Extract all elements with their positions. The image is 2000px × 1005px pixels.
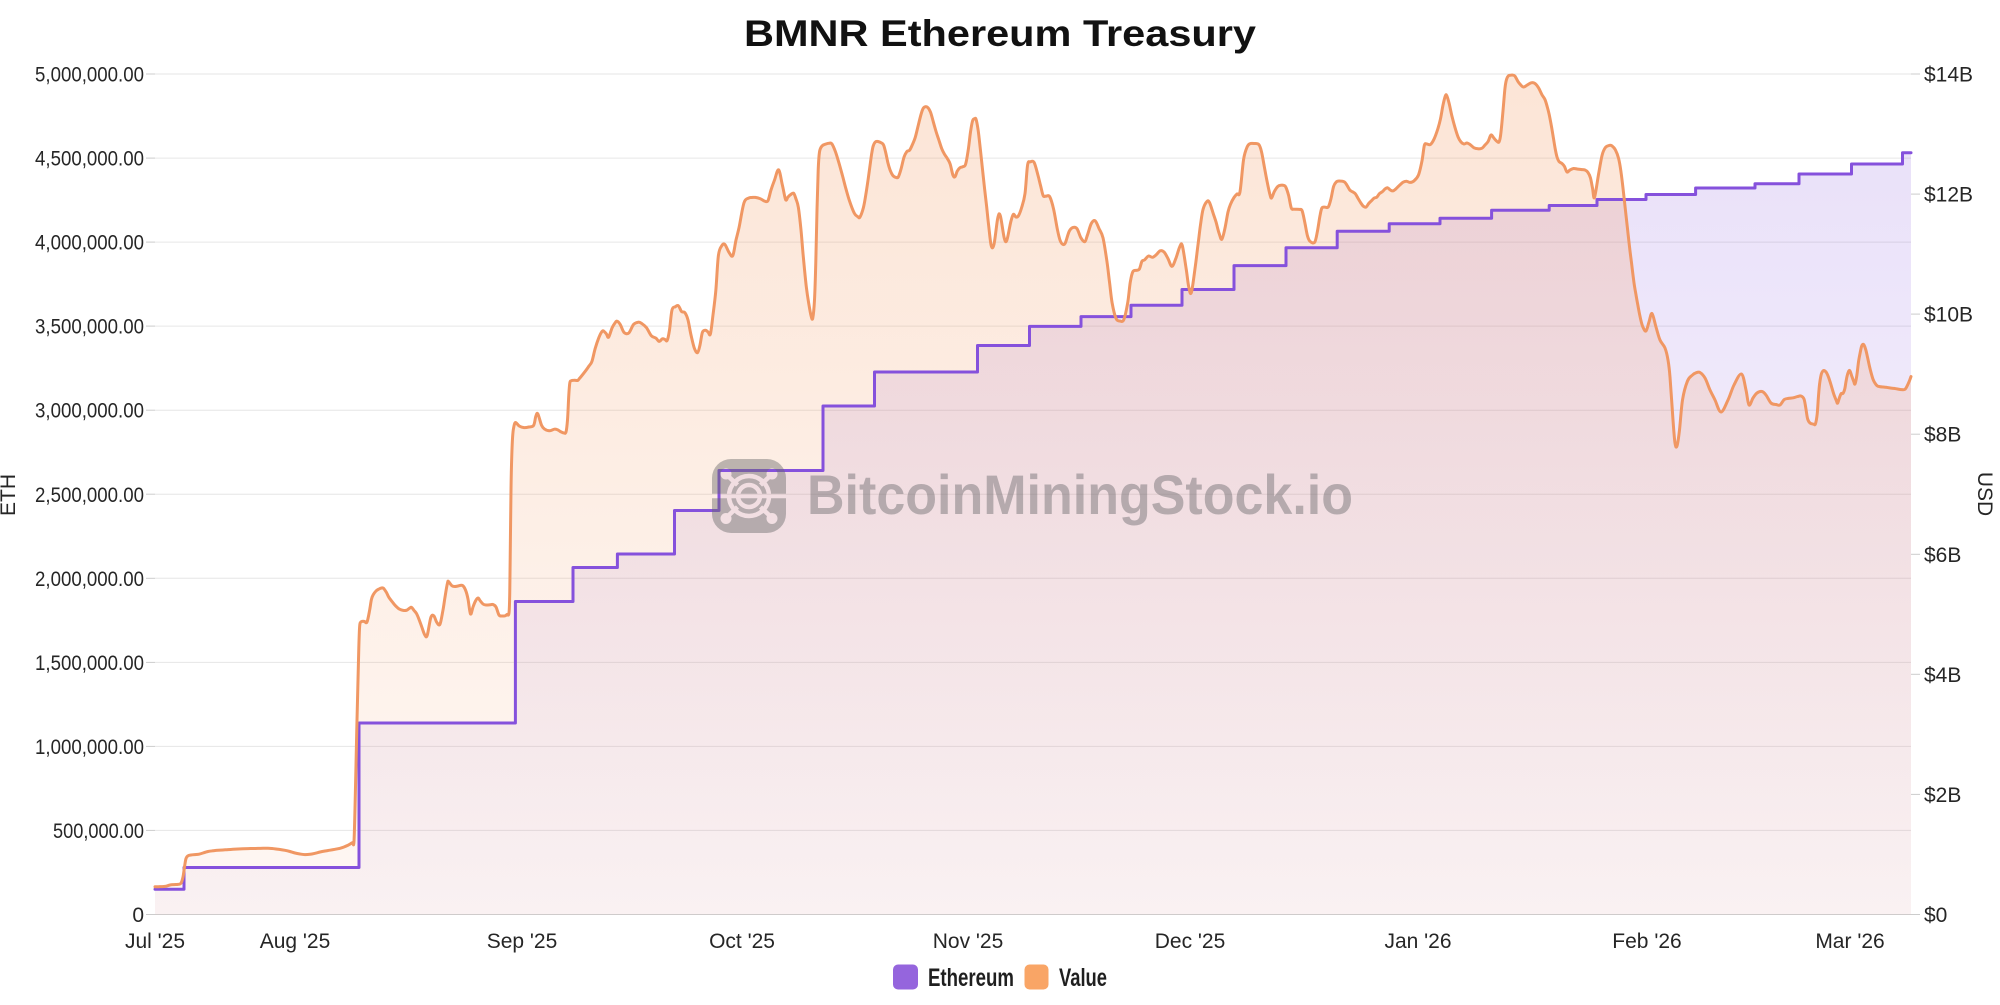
- svg-text:$6B: $6B: [1924, 544, 1961, 567]
- svg-text:$4B: $4B: [1924, 664, 1961, 687]
- svg-text:0: 0: [132, 904, 144, 927]
- svg-text:Jan '26: Jan '26: [1384, 930, 1451, 953]
- svg-text:2,000,000.00: 2,000,000.00: [35, 568, 144, 591]
- svg-text:Ethereum: Ethereum: [928, 964, 1014, 992]
- svg-text:$12B: $12B: [1924, 184, 1973, 207]
- svg-text:Feb '26: Feb '26: [1612, 930, 1681, 953]
- svg-text:USD: USD: [1973, 472, 1996, 516]
- svg-text:$14B: $14B: [1924, 64, 1973, 87]
- svg-text:Value: Value: [1059, 964, 1107, 992]
- svg-text:Oct '25: Oct '25: [709, 930, 775, 953]
- svg-text:Mar '26: Mar '26: [1815, 930, 1884, 953]
- svg-text:$10B: $10B: [1924, 304, 1973, 327]
- svg-text:Sep '25: Sep '25: [487, 930, 558, 953]
- svg-text:Aug '25: Aug '25: [260, 930, 331, 953]
- svg-text:5,000,000.00: 5,000,000.00: [35, 64, 144, 87]
- svg-text:1,500,000.00: 1,500,000.00: [35, 652, 144, 675]
- svg-text:3,000,000.00: 3,000,000.00: [35, 400, 144, 423]
- svg-text:Dec '25: Dec '25: [1155, 930, 1226, 953]
- svg-text:1,000,000.00: 1,000,000.00: [35, 736, 144, 759]
- svg-text:3,500,000.00: 3,500,000.00: [35, 316, 144, 339]
- svg-text:$2B: $2B: [1924, 784, 1961, 807]
- svg-text:$8B: $8B: [1924, 424, 1961, 447]
- svg-text:BMNR Ethereum Treasury: BMNR Ethereum Treasury: [744, 13, 1256, 54]
- svg-text:$0: $0: [1924, 904, 1947, 927]
- svg-text:Nov '25: Nov '25: [933, 930, 1004, 953]
- svg-text:500,000.00: 500,000.00: [53, 820, 144, 843]
- svg-text:4,500,000.00: 4,500,000.00: [35, 148, 144, 171]
- svg-text:Jul '25: Jul '25: [125, 930, 185, 953]
- svg-text:BitcoinMiningStock.io: BitcoinMiningStock.io: [807, 463, 1353, 526]
- svg-text:ETH: ETH: [0, 474, 20, 516]
- svg-text:4,000,000.00: 4,000,000.00: [35, 232, 144, 255]
- svg-text:2,500,000.00: 2,500,000.00: [35, 484, 144, 507]
